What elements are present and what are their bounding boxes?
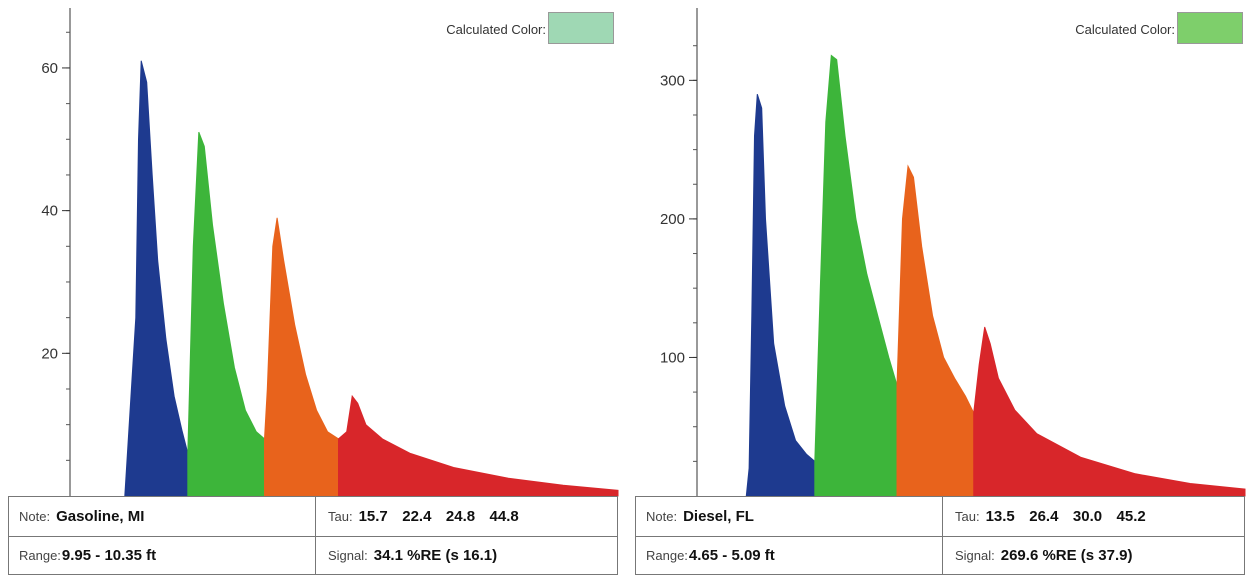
- decay-chart: 20 40 60: [41, 8, 619, 497]
- series-area-2: [187, 131, 265, 497]
- range-value: 4.65 - 5.09 ft: [688, 547, 775, 564]
- calculated-color: Calculated Color:: [446, 12, 614, 46]
- tau-label: Tau:: [328, 509, 353, 524]
- y-tick-label: 200: [660, 211, 685, 228]
- y-tick-label: 60: [41, 60, 58, 77]
- plot-area: 20 40 60 Calculated Color:: [8, 8, 619, 498]
- calculated-color-swatch: [548, 12, 614, 44]
- signal-cell: Signal: 269.6 %RE (s 37.9): [943, 536, 1244, 575]
- range-label: Range:: [19, 548, 61, 563]
- chart-panel-right: 100 200 300 Calculated Color: Note: Diesel…: [635, 8, 1246, 575]
- tau-label: Tau:: [955, 509, 980, 524]
- range-value: 9.95 - 10.35 ft: [61, 547, 157, 564]
- signal-value: 269.6 %RE (s 37.9): [1000, 547, 1133, 564]
- signal-label: Signal:: [955, 548, 995, 563]
- y-tick-label: 20: [41, 345, 58, 362]
- chart-panel-left: 20 40 60 Calculated Color: Note: Gasoline,…: [8, 8, 619, 575]
- range-label: Range:: [646, 548, 688, 563]
- note-label: Note:: [19, 509, 51, 524]
- tau-cell: Tau: 13.5 26.4 30.0 45.2: [943, 497, 1244, 536]
- note-value: Gasoline, MI: [56, 508, 145, 525]
- y-tick-label: 40: [41, 203, 58, 220]
- info-table: Note: Diesel, FL Tau: 13.5 26.4 30.0 45.…: [635, 496, 1245, 575]
- calculated-color-label: Calculated Color:: [446, 22, 546, 37]
- calculated-color-swatch: [1177, 12, 1243, 44]
- info-table: Note: Gasoline, MI Tau: 15.7 22.4 24.8 4…: [8, 496, 618, 575]
- tau-value: 15.7: [358, 507, 388, 525]
- range-cell: Range: 4.65 - 5.09 ft: [636, 536, 943, 575]
- series-area-3: [896, 164, 975, 497]
- series-area-3: [263, 217, 339, 497]
- series-area-1: [124, 60, 189, 497]
- range-cell: Range: 9.95 - 10.35 ft: [9, 536, 316, 575]
- decay-chart: 100 200 300: [660, 8, 1246, 497]
- note-label: Note:: [646, 509, 678, 524]
- tau-value: 45.2: [1116, 507, 1146, 525]
- tau-value: 44.8: [489, 507, 519, 525]
- y-tick-label: 300: [660, 72, 685, 89]
- tau-value: 26.4: [1029, 507, 1059, 525]
- tau-value: 22.4: [402, 507, 432, 525]
- note-value: Diesel, FL: [683, 508, 754, 525]
- signal-cell: Signal: 34.1 %RE (s 16.1): [316, 536, 617, 575]
- calculated-color-label: Calculated Color:: [1075, 22, 1175, 37]
- signal-value: 34.1 %RE (s 16.1): [373, 547, 498, 564]
- calculated-color: Calculated Color:: [1075, 12, 1243, 46]
- series-area-4: [337, 394, 619, 497]
- note-cell: Note: Gasoline, MI: [9, 497, 316, 536]
- tau-value: 24.8: [445, 507, 476, 525]
- series-area-2: [814, 54, 898, 497]
- series-area-4: [973, 326, 1246, 497]
- plot-area: 100 200 300 Calculated Color:: [635, 8, 1246, 498]
- tau-value: 30.0: [1072, 507, 1103, 525]
- series-area-1: [745, 94, 816, 497]
- y-tick-label: 100: [660, 349, 685, 366]
- note-cell: Note: Diesel, FL: [636, 497, 943, 536]
- tau-value: 13.5: [985, 507, 1015, 525]
- tau-cell: Tau: 15.7 22.4 24.8 44.8: [316, 497, 617, 536]
- signal-label: Signal:: [328, 548, 368, 563]
